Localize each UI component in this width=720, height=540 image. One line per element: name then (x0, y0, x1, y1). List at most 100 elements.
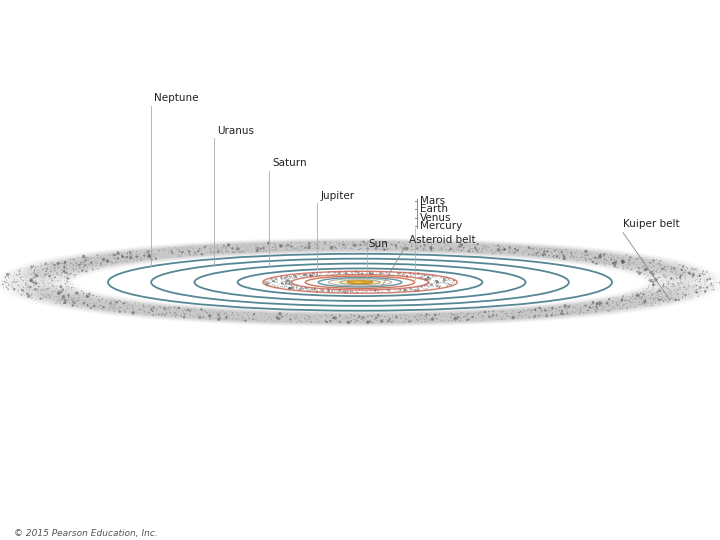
Point (220, 313, 232, 322)
Point (550, 305, 562, 313)
Point (399, 240, 410, 249)
Point (335, 245, 346, 253)
Point (328, 314, 339, 322)
Point (546, 304, 558, 313)
Point (318, 285, 329, 294)
Point (422, 279, 433, 288)
Point (649, 273, 661, 282)
Point (25, 276, 37, 285)
Point (624, 253, 636, 261)
Point (54, 276, 66, 285)
Point (508, 249, 519, 258)
Point (11, 271, 22, 279)
Point (70, 264, 81, 272)
Point (341, 287, 353, 295)
Point (30, 263, 42, 272)
Point (282, 276, 294, 285)
Point (109, 300, 120, 308)
Point (106, 296, 117, 305)
Point (29, 269, 40, 278)
Point (617, 292, 629, 301)
Point (297, 246, 309, 254)
Point (55, 299, 66, 307)
Point (426, 315, 437, 323)
Point (639, 298, 650, 306)
Point (510, 247, 522, 255)
Point (399, 311, 410, 320)
Point (70, 299, 81, 307)
Point (349, 241, 361, 249)
Point (129, 256, 140, 265)
Point (315, 285, 326, 294)
Point (343, 239, 355, 248)
Point (498, 307, 509, 316)
Point (648, 280, 660, 289)
Point (145, 247, 157, 256)
Point (138, 303, 149, 312)
Point (215, 308, 226, 317)
Point (284, 285, 295, 293)
Point (680, 295, 692, 303)
Point (653, 257, 665, 266)
Point (78, 252, 89, 261)
Point (446, 245, 457, 253)
Point (79, 298, 91, 307)
Point (384, 287, 395, 295)
Point (272, 283, 284, 292)
Point (634, 291, 645, 299)
Point (22, 269, 34, 278)
Point (14, 265, 25, 274)
Point (291, 284, 302, 293)
Point (448, 276, 459, 285)
Point (276, 310, 287, 319)
Point (58, 299, 70, 307)
Point (647, 272, 659, 280)
Point (144, 301, 156, 309)
Point (456, 242, 467, 251)
Point (109, 296, 120, 305)
Point (302, 270, 314, 279)
Point (624, 302, 636, 311)
Point (74, 292, 86, 300)
Point (400, 287, 411, 296)
Point (706, 280, 717, 288)
Point (380, 244, 392, 252)
Point (320, 286, 332, 295)
Point (2, 270, 14, 279)
Point (197, 313, 209, 321)
Point (260, 247, 271, 256)
Point (405, 273, 417, 281)
Point (593, 258, 605, 267)
Point (464, 315, 475, 324)
Point (467, 313, 478, 321)
Point (38, 279, 50, 288)
Point (701, 267, 713, 276)
Point (356, 314, 367, 322)
Point (549, 310, 560, 319)
Point (621, 260, 632, 269)
Point (43, 285, 55, 293)
Point (332, 288, 343, 297)
Point (50, 281, 62, 290)
Point (16, 286, 27, 294)
Point (370, 314, 382, 322)
Point (399, 272, 410, 281)
Point (369, 310, 380, 319)
Point (550, 307, 562, 316)
Point (510, 244, 522, 252)
Point (557, 246, 568, 254)
Point (60, 280, 72, 288)
Point (338, 268, 349, 276)
Point (376, 288, 387, 296)
Point (448, 247, 459, 255)
Point (671, 280, 683, 288)
Point (284, 275, 295, 284)
Point (616, 259, 628, 268)
Point (485, 314, 497, 322)
Point (290, 244, 302, 253)
Point (286, 273, 297, 281)
Point (37, 292, 49, 301)
Point (602, 306, 613, 315)
Point (451, 313, 462, 322)
Point (323, 312, 335, 320)
